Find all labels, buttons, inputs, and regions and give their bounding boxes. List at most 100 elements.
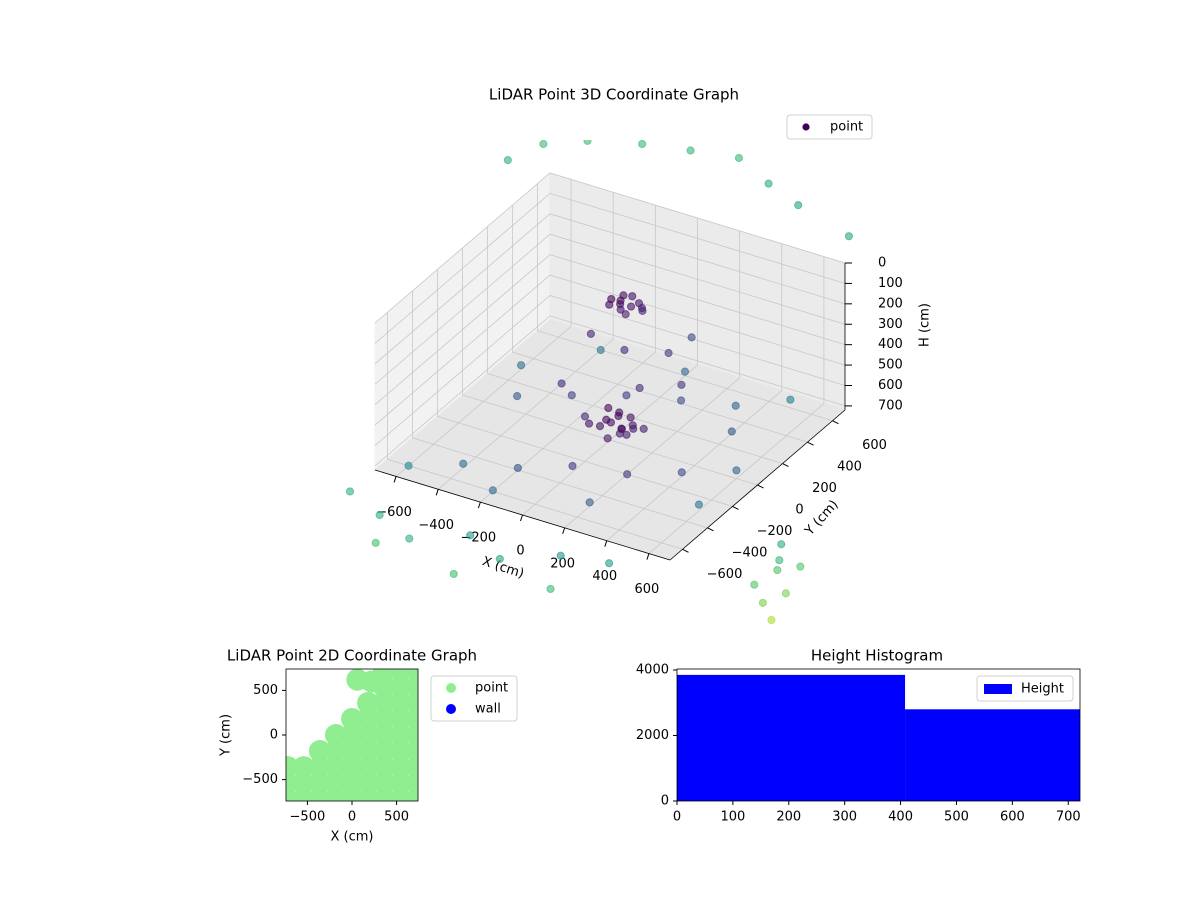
y-tick — [782, 463, 789, 468]
y-tick-label: 400 — [837, 460, 862, 475]
y-tick-label: 600 — [862, 438, 887, 453]
point — [628, 292, 637, 301]
legend-marker — [446, 704, 456, 714]
y-tick-label: −200 — [757, 524, 793, 539]
point — [404, 461, 413, 470]
point — [389, 740, 412, 763]
point — [389, 675, 412, 698]
point — [405, 669, 418, 682]
point — [357, 756, 380, 779]
grid-line — [480, 205, 656, 503]
point — [375, 510, 384, 520]
y-tick-label: 0 — [795, 503, 803, 518]
point — [796, 562, 805, 571]
x-tick-label: 700 — [1056, 810, 1081, 825]
point — [844, 232, 854, 241]
point — [513, 392, 522, 401]
y-tick — [732, 505, 739, 510]
grid-line — [537, 183, 833, 422]
point — [638, 306, 647, 315]
point — [727, 427, 736, 436]
point — [516, 361, 526, 370]
grid-line — [412, 290, 708, 529]
legend-marker — [802, 123, 810, 131]
point — [664, 348, 673, 358]
point — [371, 538, 380, 547]
legend-box — [976, 675, 1074, 702]
plot-area — [345, 140, 854, 625]
point — [775, 556, 784, 565]
x-tick-label: 600 — [635, 582, 660, 597]
y-axis-label: Y (cm) — [219, 714, 234, 757]
x-tick-label: 400 — [592, 569, 617, 584]
point — [405, 534, 414, 543]
point — [623, 470, 632, 479]
point — [767, 615, 776, 625]
point — [622, 430, 631, 439]
point — [389, 756, 412, 779]
x-tick-label: 200 — [550, 556, 575, 571]
grid-line — [374, 254, 846, 405]
x-tick-label: 100 — [720, 810, 745, 825]
point — [638, 140, 647, 149]
point — [539, 140, 548, 149]
y-tick-label: 200 — [812, 481, 837, 496]
point — [488, 486, 497, 495]
point — [595, 422, 605, 431]
point — [634, 299, 644, 308]
point — [607, 294, 616, 304]
grid-line — [437, 192, 614, 490]
point — [694, 500, 704, 509]
legend-marker — [984, 684, 1012, 694]
point — [357, 724, 380, 746]
point — [734, 153, 744, 163]
point — [604, 403, 613, 413]
point — [580, 412, 590, 421]
point — [373, 724, 396, 746]
point — [616, 296, 625, 305]
point — [605, 559, 614, 568]
y-tick-label: 2000 — [636, 728, 669, 743]
point — [781, 589, 790, 598]
point — [389, 691, 412, 714]
grid-line — [374, 274, 846, 426]
point — [345, 487, 355, 496]
point — [596, 345, 605, 355]
point — [626, 413, 635, 422]
x-tick-label: 0 — [516, 544, 524, 559]
point — [373, 772, 396, 795]
point — [758, 598, 767, 607]
x-tick-label: 0 — [673, 810, 681, 825]
point — [292, 772, 315, 795]
z-tick-label: 600 — [878, 378, 903, 393]
point — [602, 415, 611, 424]
y-tick-label: 500 — [253, 683, 278, 698]
point — [308, 740, 331, 763]
grid-line — [564, 230, 741, 529]
point — [292, 756, 315, 779]
x-tick-label: 0 — [348, 810, 356, 825]
point — [583, 140, 592, 145]
point — [495, 554, 504, 564]
point — [686, 146, 695, 155]
grid-line — [487, 226, 783, 464]
point — [360, 670, 383, 693]
point — [357, 707, 380, 730]
point — [620, 345, 629, 355]
point — [373, 691, 396, 714]
point — [764, 179, 773, 188]
z-tick-label: 500 — [878, 358, 903, 373]
point — [629, 424, 638, 433]
point — [732, 466, 741, 475]
point — [308, 772, 331, 795]
legend-marker — [446, 683, 456, 693]
point — [357, 772, 380, 795]
y-tick-label: 0 — [270, 728, 278, 743]
point — [459, 459, 468, 468]
grid-line — [462, 248, 758, 486]
point — [585, 498, 594, 507]
point — [750, 580, 759, 589]
grid-line — [374, 233, 846, 385]
x-tick-label: 400 — [888, 810, 913, 825]
